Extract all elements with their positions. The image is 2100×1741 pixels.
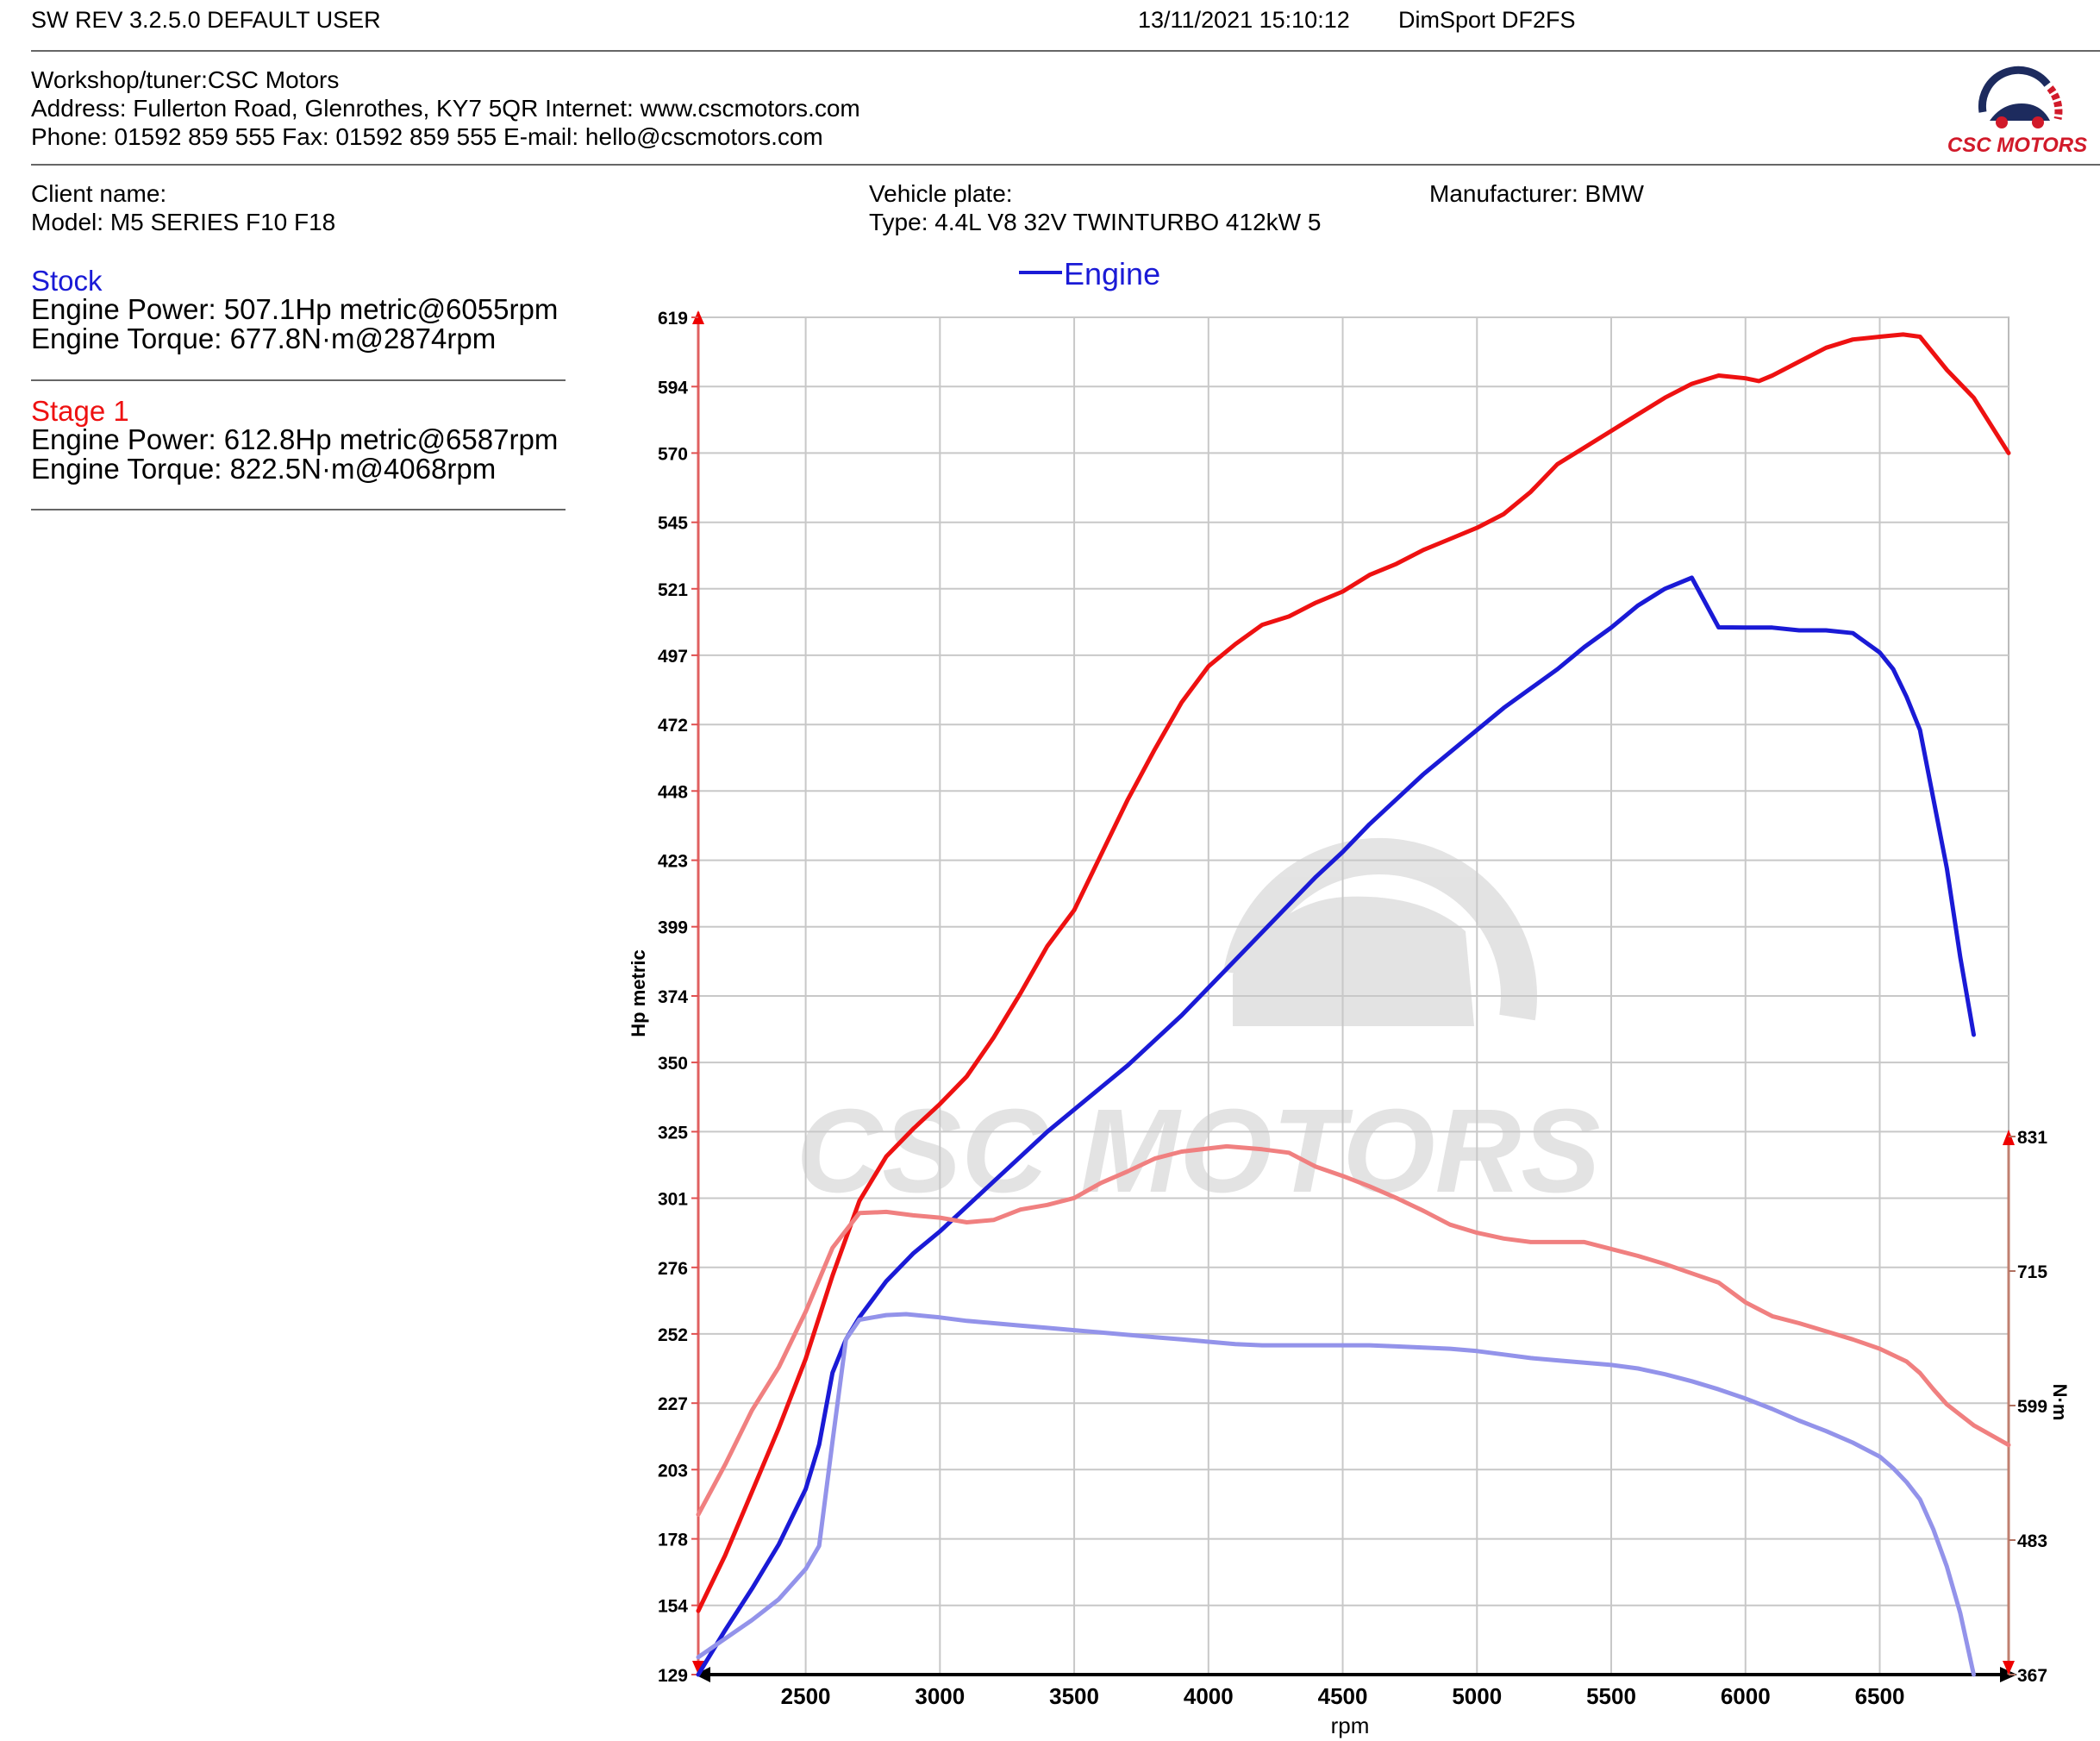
y-tick-label: 203 — [658, 1461, 688, 1481]
y-tick-label: 178 — [658, 1531, 688, 1550]
stock-power: Engine Power: 507.1Hp metric@6055rpm — [31, 293, 559, 325]
stage1-torque: Engine Torque: 822.5N·m@4068rpm — [31, 453, 497, 485]
logo-graphic: CSC MOTORS — [1947, 66, 2087, 157]
y-tick-label: 374 — [658, 987, 688, 1007]
x-tick-label: 3500 — [1049, 1683, 1099, 1709]
client-name: Client name: — [31, 180, 167, 207]
summary-divider-1 — [31, 379, 566, 381]
y2-tick-label: 367 — [2017, 1666, 2047, 1686]
stock-torque: Engine Torque: 677.8N·m@2874rpm — [31, 323, 497, 354]
x-tick-label: 2500 — [781, 1683, 831, 1709]
y-tick-label: 594 — [658, 378, 688, 398]
y2-tick-label: 483 — [2017, 1531, 2047, 1551]
y2-tick-label: 599 — [2017, 1397, 2047, 1417]
y-tick-label: 423 — [658, 852, 688, 872]
logo-text: CSC MOTORS — [1947, 134, 2087, 157]
workshop-divider — [31, 164, 2100, 166]
y-tick-label: 472 — [658, 716, 688, 736]
y-tick-label: 325 — [658, 1123, 688, 1143]
series-line-0 — [696, 575, 1976, 1677]
chart-grid — [697, 316, 2009, 1675]
x-tick-label: 4500 — [1318, 1683, 1368, 1709]
vehicle-plate: Vehicle plate: — [869, 180, 1013, 207]
vehicle-manufacturer: Manufacturer: BMW — [1429, 180, 1644, 207]
y-tick-label: 399 — [658, 918, 688, 938]
x-tick-label: 6500 — [1855, 1683, 1905, 1709]
summary-divider-2 — [31, 509, 566, 510]
x-tick-label: 5000 — [1452, 1683, 1502, 1709]
y-tick-label: 252 — [658, 1325, 688, 1345]
x-axis-arrow-left — [695, 1667, 710, 1682]
y2-axis-arrow-down — [2003, 1661, 2015, 1675]
stage1-title: Stage 1 — [31, 395, 129, 427]
y-tick-label: 129 — [658, 1666, 688, 1686]
y-tick-label: 521 — [658, 580, 688, 600]
legend-label: Engine — [1064, 256, 1160, 291]
x-tick-label: 5500 — [1586, 1683, 1636, 1709]
x-tick-label: 4000 — [1184, 1683, 1234, 1709]
stage1-power: Engine Power: 612.8Hp metric@6587rpm — [31, 423, 559, 455]
y-tick-label: 276 — [658, 1259, 688, 1279]
vehicle-model: Model: M5 SERIES F10 F18 — [31, 209, 336, 235]
x-axis-label: rpm — [1331, 1713, 1370, 1738]
chart-legend: Engine — [1019, 256, 1160, 291]
chart-ticks: 129 154 178 203 227 252 276 301 325 350 374 399 423 4… — [658, 309, 2047, 1709]
y-tick-label: 227 — [658, 1394, 688, 1414]
workshop-line-2: Address: Fullerton Road, Glenrothes, KY7… — [31, 95, 860, 122]
series-line-2 — [696, 1312, 1976, 1677]
y-tick-label: 350 — [658, 1054, 688, 1074]
y-tick-label: 570 — [658, 444, 688, 464]
series-line-3 — [696, 1143, 2011, 1517]
y-tick-label: 545 — [658, 514, 688, 534]
workshop-line-1: Workshop/tuner:CSC Motors — [31, 66, 340, 93]
stock-title: Stock — [31, 265, 103, 297]
header-device: DimSport DF2FS — [1398, 7, 1576, 33]
y-tick-label: 154 — [658, 1597, 688, 1617]
header-divider — [31, 50, 2100, 52]
y-tick-label: 301 — [658, 1189, 688, 1209]
x-tick-label: 6000 — [1721, 1683, 1771, 1709]
chart-series — [696, 332, 2011, 1677]
workshop-line-3: Phone: 01592 859 555 Fax: 01592 859 555 … — [31, 123, 823, 150]
y2-tick-label: 715 — [2017, 1262, 2047, 1282]
y2-axis-label: N·m — [2049, 1384, 2071, 1421]
y-tick-label: 619 — [658, 309, 688, 329]
y-axis-label: Hp metric — [628, 949, 649, 1036]
y-axis-arrow-down — [692, 1661, 704, 1675]
watermark: CSC MOTORS — [797, 838, 1600, 1218]
series-line-1 — [696, 332, 2011, 1613]
header-datetime: 13/11/2021 15:10:12 — [1138, 7, 1350, 33]
y-tick-label: 448 — [658, 782, 688, 802]
vehicle-type: Type: 4.4L V8 32V TWINTURBO 412kW 5 — [869, 209, 1322, 235]
header-left: SW REV 3.2.5.0 DEFAULT USER — [31, 7, 381, 33]
y2-tick-label: 831 — [2017, 1128, 2047, 1148]
csc-motors-logo: CSC MOTORS — [1940, 59, 2100, 162]
y-tick-label: 497 — [658, 647, 688, 667]
x-tick-label: 3000 — [915, 1683, 965, 1709]
